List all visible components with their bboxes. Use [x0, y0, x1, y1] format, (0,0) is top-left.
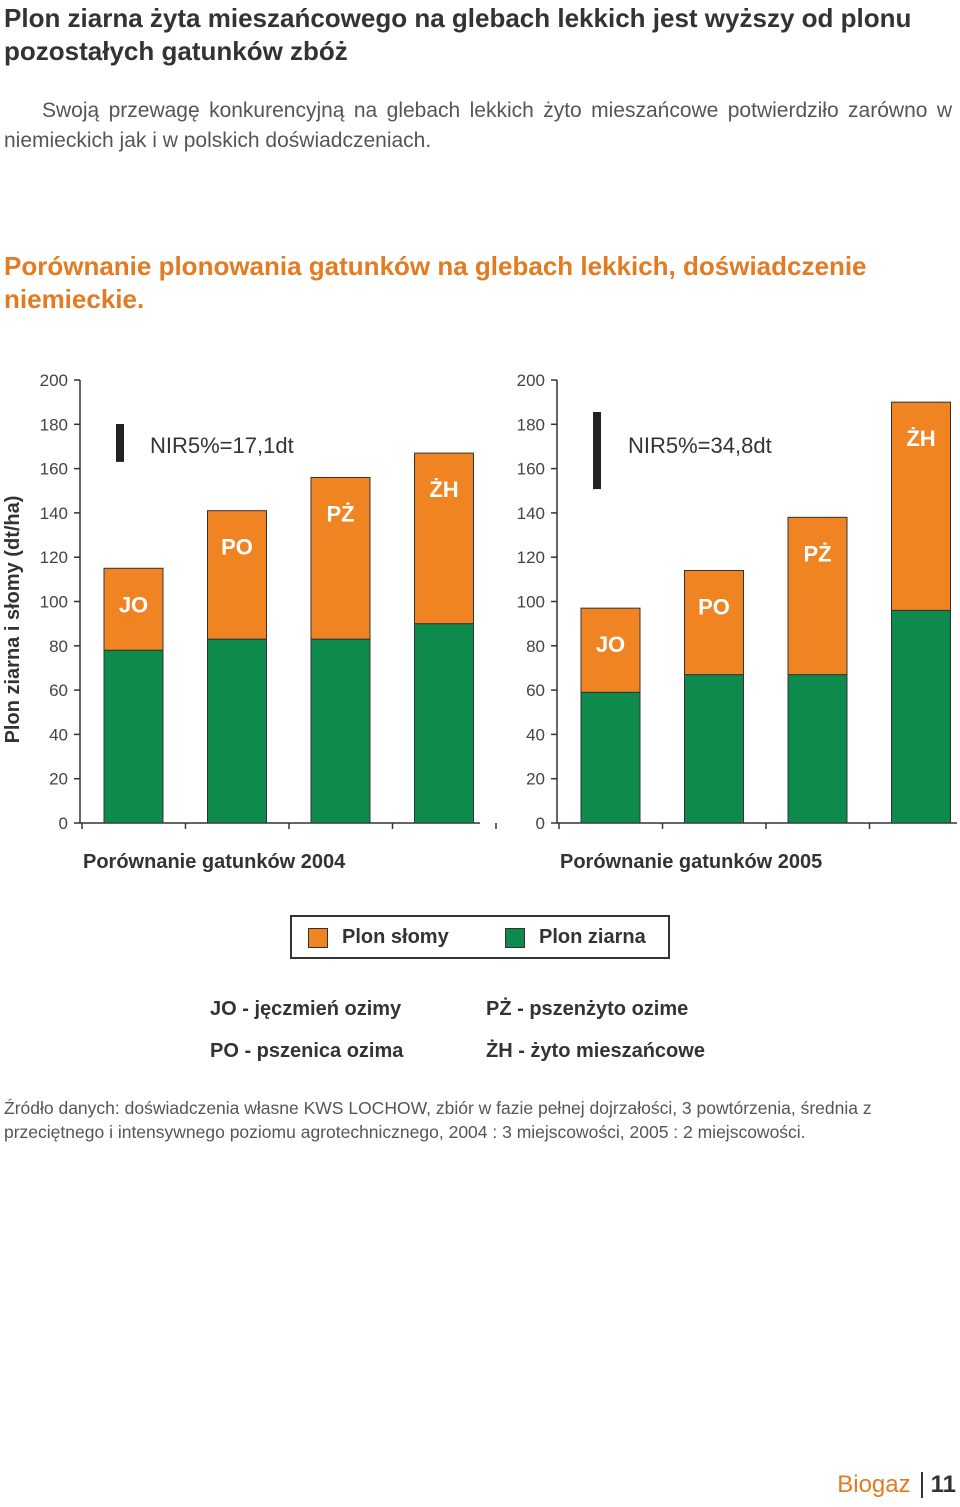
y-tick-label: 20 — [49, 770, 68, 789]
y-tick-label: 120 — [517, 548, 545, 567]
y-tick-label: 140 — [517, 504, 545, 523]
bar-label-ŻH: ŻH — [906, 426, 935, 451]
bar-straw-JO — [580, 607, 641, 693]
footer-brand: Biogaz — [837, 1471, 911, 1498]
abbrev-po: PO - pszenica ozima — [210, 1040, 404, 1062]
bar-grain-ŻH — [414, 623, 474, 824]
source-note: Źródło danych: doświadczenia własne KWS … — [4, 1098, 872, 1142]
bar-label-JO: JO — [119, 592, 148, 617]
y-tick-label: 140 — [40, 504, 68, 523]
legend-swatch-straw — [308, 927, 328, 948]
bar-label-ŻH: ŻH — [429, 477, 458, 502]
bar-straw-PŻ — [310, 476, 371, 640]
legend-label-straw: Plon słomy — [342, 926, 449, 948]
bar-straw-JO — [103, 567, 164, 651]
bar-straw-ŻH — [891, 401, 951, 611]
legend-swatch-grain — [505, 927, 525, 948]
y-tick-label: 60 — [526, 681, 545, 700]
error-bar-2 — [593, 412, 601, 490]
bar-straw-ŻH — [414, 452, 474, 625]
bar-label-PŻ: PŻ — [326, 501, 354, 526]
y-tick-label: 100 — [517, 593, 545, 612]
intro-paragraph: Swoją przewagę konkurencyjną na glebach … — [4, 99, 952, 152]
bar-grain-JO — [103, 649, 164, 824]
error-bar-label-2: NIR5%=34,8dt — [628, 433, 772, 458]
abbrev-pz: PŻ - pszenżyto ozime — [486, 998, 689, 1020]
y-tick-label: 80 — [49, 637, 68, 656]
page-heading: Plon ziarna żyta mieszańcowego na glebac… — [4, 3, 912, 66]
y-tick-label: 20 — [526, 770, 545, 789]
bar-grain-JO — [580, 691, 641, 824]
bar-label-PO: PO — [698, 594, 730, 619]
y-tick-label: 80 — [526, 637, 545, 656]
footer-divider — [920, 1472, 923, 1498]
y-tick-label: 100 — [40, 593, 68, 612]
bar-grain-ŻH — [891, 609, 951, 824]
y-tick-label: 200 — [517, 371, 545, 390]
bar-grain-PŻ — [787, 674, 848, 824]
legend-item-grain: Plon ziarna — [505, 926, 646, 949]
bar-grain-PO — [684, 674, 744, 824]
y-tick-label: 180 — [40, 415, 68, 434]
abbrev-zh: ŻH - żyto mieszańcowe — [486, 1040, 705, 1062]
bar-charts-svg: 020406080100120140160180200JOPOPŻŻHNIR5%… — [2, 371, 957, 873]
abbrev-jo: JO - jęczmień ozimy — [210, 998, 402, 1020]
legend-label-grain: Plon ziarna — [539, 926, 646, 948]
bar-straw-PŻ — [787, 516, 848, 676]
bar-label-JO: JO — [596, 632, 625, 657]
y-tick-label: 120 — [40, 548, 68, 567]
y-tick-label: 200 — [40, 371, 68, 390]
legend: Plon słomy Plon ziarna — [290, 915, 670, 959]
y-tick-label: 40 — [49, 725, 68, 744]
page-number: 11 — [930, 1471, 956, 1498]
bar-straw-PO — [684, 569, 744, 676]
chart-heading: Porównanie plonowania gatunków na glebac… — [4, 251, 867, 314]
bar-label-PŻ: PŻ — [803, 541, 831, 566]
chart-area: 0 20 40 60 80 100 120 140 160 180 200 JO PO PŻ ŻH NIR5%… — [0, 360, 960, 900]
y-tick-label: 180 — [517, 415, 545, 434]
error-bar-1 — [116, 424, 124, 462]
error-bar-label-1: NIR5%=17,1dt — [150, 433, 294, 458]
bar-straw-PO — [207, 510, 267, 640]
y-tick-label: 40 — [526, 725, 545, 744]
chart-title-1: Porównanie gatunków 2004 — [83, 851, 346, 873]
y-axis-label: Plon ziarna i słomy (dt/ha) — [2, 496, 24, 744]
bar-grain-PŻ — [310, 638, 371, 824]
y-tick-label: 160 — [517, 460, 545, 479]
y-tick-label: 0 — [59, 814, 68, 833]
y-tick-label: 60 — [49, 681, 68, 700]
chart-title-2: Porównanie gatunków 2005 — [560, 851, 822, 873]
y-tick-label: 0 — [536, 814, 545, 833]
bar-grain-PO — [207, 638, 267, 824]
y-tick-label: 160 — [40, 460, 68, 479]
bar-label-PO: PO — [221, 535, 253, 560]
legend-item-straw: Plon słomy — [308, 926, 449, 949]
page-footer: Biogaz 11 — [837, 1470, 956, 1500]
